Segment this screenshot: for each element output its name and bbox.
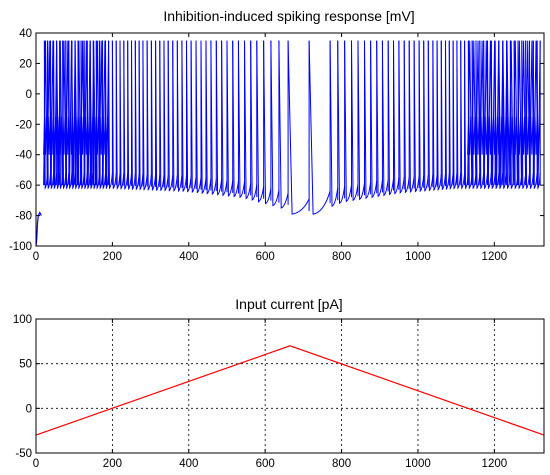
spike-recovery xyxy=(460,40,466,190)
spike-recovery xyxy=(111,40,117,190)
input-current-title: Input current [pA] xyxy=(235,296,342,312)
current-x-tick-label: 600 xyxy=(256,458,275,470)
spike-recovery xyxy=(337,40,346,205)
spiking-y-tick-label: 40 xyxy=(19,28,32,40)
spike-recovery xyxy=(226,40,234,197)
spike-recovery xyxy=(155,40,161,192)
input-current-line xyxy=(35,345,545,436)
spike-recovery xyxy=(232,40,239,198)
spiking-response-chart: Inhibition-induced spiking response [mV]… xyxy=(9,8,545,263)
current-x-tick-label: 1000 xyxy=(405,458,431,470)
spike-recovery xyxy=(123,40,129,190)
spike-recovery xyxy=(452,40,458,190)
spike-recovery xyxy=(186,40,192,193)
spike-recovery xyxy=(159,40,165,192)
spike-recovery xyxy=(221,40,228,197)
spiking-x-tick-label: 1200 xyxy=(482,251,508,263)
spike-recovery xyxy=(387,40,394,196)
spike-recovery xyxy=(146,40,152,191)
spike-recovery xyxy=(131,40,136,191)
spike-recovery xyxy=(127,40,132,191)
spike-recovery xyxy=(432,40,438,192)
spike-recovery xyxy=(270,40,280,207)
current-y-tick-label: 0 xyxy=(26,403,32,415)
spiking-y-tick-label: 0 xyxy=(26,89,32,101)
spike-recovery xyxy=(250,40,258,201)
spike-recovery xyxy=(364,40,372,200)
spike-recovery xyxy=(448,40,454,190)
spike-recovery xyxy=(163,40,169,192)
spike-recovery xyxy=(376,40,383,198)
current-y-tick-label: 50 xyxy=(19,359,32,371)
spike-recovery xyxy=(263,40,272,205)
spike-recovery xyxy=(344,40,352,203)
input-current-plot-frame xyxy=(35,318,545,454)
spike-recovery xyxy=(237,40,245,199)
current-x-tick-label: 200 xyxy=(103,458,122,470)
spike-recovery xyxy=(119,40,125,190)
spike-recovery xyxy=(134,40,140,191)
spike-recovery xyxy=(418,40,425,193)
spike-recovery xyxy=(329,40,339,207)
spike-recovery xyxy=(445,40,450,191)
spike-recovery xyxy=(287,40,310,215)
spike-recovery xyxy=(308,40,331,215)
input-current-chart: Input current [pA] 0 200 400 600 800 1000 1200… xyxy=(13,296,545,470)
spike-recovery xyxy=(190,40,197,193)
spike-recovery xyxy=(215,40,223,196)
spiking-plot-frame xyxy=(35,32,545,247)
spiking-x-tick-label: 600 xyxy=(256,251,275,263)
spike-recovery xyxy=(138,40,144,191)
current-y-tick-label: 100 xyxy=(13,314,32,326)
spike-recovery xyxy=(205,40,212,195)
spike-recovery xyxy=(115,40,121,190)
spike-recovery xyxy=(456,40,462,190)
spiking-y-tick-label: -80 xyxy=(15,211,32,223)
spike-recovery xyxy=(108,40,113,190)
spike-recovery xyxy=(381,40,389,197)
initial-transient-trace xyxy=(35,211,42,247)
spike-recovery xyxy=(413,40,420,193)
spiking-y-tick-label: 20 xyxy=(19,58,32,70)
spiking-y-tick-label: -100 xyxy=(9,241,32,253)
spiking-x-tick-label: 800 xyxy=(332,251,351,263)
spike-recovery xyxy=(440,40,446,191)
spike-recovery xyxy=(181,40,187,193)
spike-recovery xyxy=(436,40,442,191)
spiking-y-tick-label: -60 xyxy=(15,180,32,192)
spike-recovery xyxy=(351,40,359,202)
spiking-x-tick-label: 400 xyxy=(179,251,198,263)
spike-recovery xyxy=(370,40,378,199)
spike-recovery xyxy=(403,40,410,194)
spike-recovery xyxy=(167,40,174,192)
spike-recovery xyxy=(195,40,202,194)
current-x-tick-label: 400 xyxy=(179,458,198,470)
spike-recovery xyxy=(150,40,157,191)
spiking-chart-title: Inhibition-induced spiking response [mV] xyxy=(163,8,414,24)
spike-recovery xyxy=(210,40,217,195)
spiking-x-tick-label: 1000 xyxy=(405,251,431,263)
spike-recovery xyxy=(256,40,265,203)
current-x-tick-label: 0 xyxy=(33,458,39,470)
current-x-tick-label: 1200 xyxy=(482,458,508,470)
spike-recovery xyxy=(278,40,289,209)
spiking-x-tick-label: 0 xyxy=(33,251,39,263)
spike-recovery xyxy=(427,40,434,192)
spike-recovery xyxy=(176,40,183,193)
current-y-tick-label: -50 xyxy=(15,448,32,460)
spike-recovery xyxy=(172,40,178,192)
spike-recovery xyxy=(398,40,405,194)
spiking-y-tick-label: -20 xyxy=(15,119,32,131)
spike-recovery xyxy=(423,40,429,192)
spike-recovery xyxy=(393,40,400,195)
spike-recovery xyxy=(357,40,365,201)
spike-recovery xyxy=(142,40,148,191)
spiking-y-tick-label: -40 xyxy=(15,150,32,162)
spike-recovery xyxy=(244,40,252,200)
spiking-x-tick-label: 200 xyxy=(103,251,122,263)
current-x-tick-label: 800 xyxy=(332,458,351,470)
spike-recovery xyxy=(200,40,207,195)
spike-recovery xyxy=(408,40,415,193)
